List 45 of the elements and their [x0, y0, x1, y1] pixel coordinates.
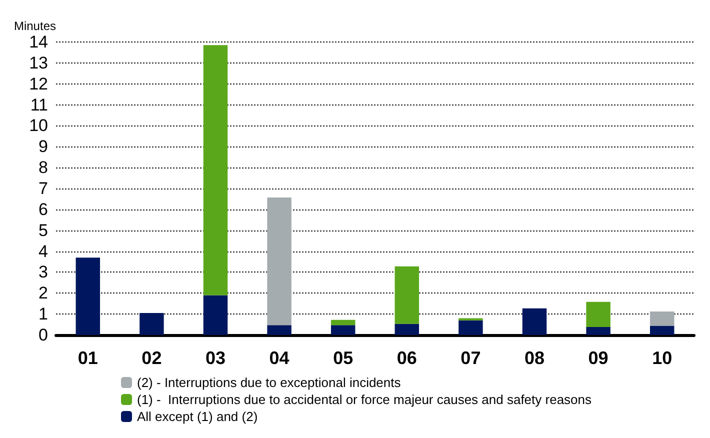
- legend-label: (2) - Interruptions due to exceptional incidents: [137, 375, 402, 390]
- legend-label: All except (1) and (2): [137, 409, 258, 424]
- y-tick-label: 2: [38, 284, 48, 303]
- y-tick-label: 13: [29, 53, 48, 72]
- bar: [330, 325, 356, 335]
- x-tick-label: 02: [142, 348, 162, 368]
- bar: [394, 324, 420, 335]
- bar: [650, 312, 674, 326]
- y-tick-label: 0: [38, 326, 48, 344]
- y-tick-label: 11: [30, 95, 48, 114]
- x-tick-label: 07: [460, 348, 481, 368]
- x-tick-label: 10: [652, 348, 672, 368]
- bar: [203, 45, 228, 296]
- x-tick-label: 05: [333, 348, 354, 368]
- y-tick-label: 1: [38, 304, 48, 324]
- x-tick-label: 09: [588, 348, 608, 368]
- bar: [394, 266, 420, 324]
- legend-label: (1) - Interruptions due to accidental or force majeur causes and safety reasons: [137, 392, 592, 407]
- y-tick-label: 7: [38, 179, 48, 198]
- y-tick-label: 12: [29, 74, 48, 94]
- y-tick-label: 10: [29, 116, 48, 136]
- x-tick-label: 06: [396, 348, 417, 368]
- x-tick-label: 04: [269, 348, 290, 368]
- bar: [203, 295, 228, 335]
- x-tick-label: 01: [78, 348, 98, 368]
- bar: [650, 326, 674, 335]
- bar: [586, 327, 610, 335]
- bar: [330, 320, 356, 326]
- y-tick-label: 4: [38, 242, 48, 261]
- y-axis-title: Minutes: [14, 19, 56, 33]
- bar: [458, 320, 483, 335]
- y-tick-label: 6: [38, 200, 48, 219]
- y-tick-label: 5: [38, 220, 48, 240]
- bar: [522, 308, 547, 335]
- x-tick-label: 08: [524, 348, 545, 368]
- bar: [267, 198, 292, 326]
- y-tick-label: 8: [38, 158, 48, 178]
- bar: [586, 302, 610, 328]
- x-tick-label: 03: [205, 348, 226, 368]
- y-tick-label: 14: [29, 32, 48, 52]
- bar: [267, 325, 292, 335]
- y-tick-label: 3: [38, 262, 48, 282]
- bar: [140, 313, 164, 335]
- y-tick-label: 9: [38, 137, 48, 156]
- bar: [76, 258, 100, 335]
